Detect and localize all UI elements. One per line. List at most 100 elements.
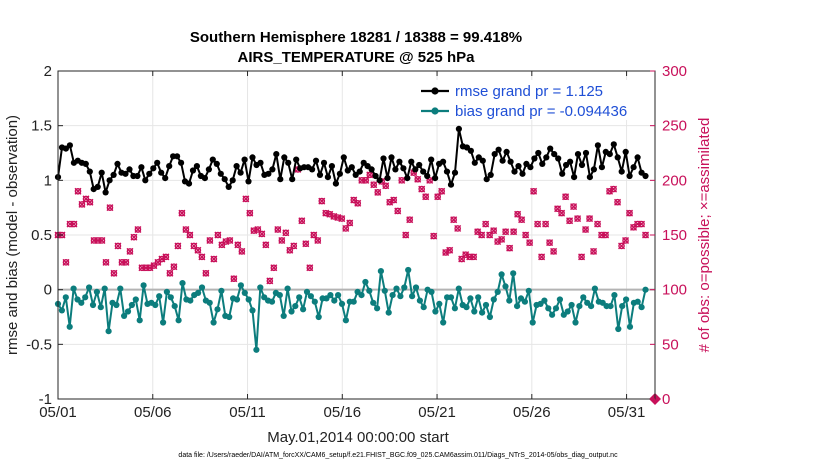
obs-marker-cross-b	[230, 275, 238, 283]
obs-marker-circle	[638, 220, 645, 228]
obs-marker-cross-b	[594, 220, 602, 228]
series-1-point	[226, 313, 233, 321]
obs-marker-circle	[366, 171, 374, 179]
obs-count-marker	[194, 246, 202, 254]
obs-marker-circle	[550, 248, 557, 255]
obs-count-marker	[550, 247, 558, 255]
obs-marker-circle	[634, 220, 641, 228]
series-1-point	[195, 289, 202, 296]
obs-marker-circle	[130, 233, 138, 241]
obs-marker-circle	[382, 182, 390, 190]
obs-marker-circle	[310, 231, 318, 239]
obs-count-marker	[318, 197, 326, 205]
obs-marker-circle	[166, 269, 174, 277]
obs-marker-cross-b	[278, 236, 286, 244]
obs-marker-cross-b	[298, 217, 306, 225]
obs-marker-cross-b	[214, 231, 222, 239]
series-1-point	[385, 309, 392, 316]
obs-marker-cross-b	[178, 209, 186, 217]
series-0-point	[138, 164, 145, 171]
obs-marker-cross-b	[622, 236, 630, 244]
obs-marker-circle	[86, 198, 94, 206]
obs-count-marker	[362, 176, 370, 184]
obs-marker-circle	[470, 253, 477, 261]
obs-marker-cross-b	[626, 209, 634, 217]
obs-count-marker	[578, 253, 586, 261]
obs-marker-cross-b	[474, 228, 482, 236]
obs-marker-cross-b	[258, 230, 266, 238]
obs-count-marker	[590, 247, 598, 255]
obs-count-marker	[434, 193, 442, 201]
obs-marker-circle	[346, 219, 354, 227]
series-0-point	[543, 154, 550, 161]
series-1-point	[471, 308, 478, 315]
obs-marker-circle	[502, 228, 509, 236]
obs-marker-cross-b	[530, 187, 538, 195]
series-0-point	[249, 154, 256, 161]
series-1-point	[611, 292, 618, 299]
obs-marker-cross-b	[618, 242, 626, 250]
series-0-point	[610, 141, 617, 148]
series-1-point	[350, 298, 357, 305]
obs-marker-cross-b	[518, 216, 526, 224]
series-1-point	[218, 287, 225, 294]
series-0-point	[134, 172, 141, 180]
obs-marker-cross-b	[534, 220, 542, 228]
series-0-point	[551, 151, 558, 158]
series-0-point	[356, 168, 363, 175]
series-1-point	[545, 305, 552, 312]
obs-marker-cross-b	[282, 229, 290, 237]
series-1-point	[140, 282, 147, 289]
obs-marker-cross-b	[226, 236, 234, 244]
series-1-point	[552, 305, 560, 312]
obs-marker-circle	[126, 248, 134, 255]
series-1-point	[619, 303, 626, 310]
y-right-tick-label-1: 50	[662, 336, 679, 353]
y-tick-label-2: 0	[44, 282, 52, 299]
y-tick-label-3: 0.5	[31, 227, 52, 244]
obs-marker-cross-b	[310, 231, 318, 239]
obs-marker-circle	[142, 264, 150, 272]
obs-marker-cross-b	[334, 214, 342, 222]
series-1-point	[607, 303, 614, 310]
legend: rmse grand pr = 1.125 bias grand pr = -0…	[412, 80, 646, 120]
series-0-point	[174, 153, 181, 160]
obs-count-marker	[574, 215, 582, 223]
obs-count-marker	[542, 220, 550, 228]
obs-marker-cross-b	[322, 209, 330, 217]
obs-marker-circle	[262, 241, 270, 249]
obs-count-marker	[126, 247, 134, 255]
obs-marker-circle	[342, 225, 350, 232]
obs-marker-cross-b	[314, 236, 322, 244]
obs-count-marker	[642, 231, 650, 239]
series-1-point	[307, 293, 314, 300]
series-1-point	[121, 312, 128, 319]
obs-marker-cross-b	[74, 187, 82, 195]
obs-count-marker	[210, 255, 218, 263]
obs-marker-circle	[350, 196, 358, 204]
y-right-tick-label-2: 100	[662, 282, 687, 299]
obs-marker-cross-b	[590, 247, 598, 255]
series-1-point	[206, 299, 213, 306]
series-1-point	[257, 284, 264, 291]
series-0-point	[578, 161, 586, 169]
obs-marker-circle	[438, 187, 445, 195]
obs-count-marker	[282, 229, 290, 237]
obs-marker-circle	[194, 247, 202, 254]
series-1-point	[401, 284, 408, 291]
obs-count-marker	[310, 231, 318, 239]
series-0-point	[336, 170, 343, 177]
series-0-point	[225, 183, 232, 190]
obs-marker-cross-b	[614, 198, 622, 206]
series-1-point	[82, 294, 89, 301]
series-1-point	[494, 288, 501, 295]
y-tick-label-0: -1	[39, 391, 52, 408]
series-0-point	[269, 166, 276, 173]
obs-count-marker	[438, 187, 446, 195]
obs-marker-cross-b	[586, 215, 594, 223]
series-0-point	[293, 156, 300, 163]
series-0-point	[166, 163, 173, 170]
series-0-point	[193, 163, 200, 170]
series-1-point	[288, 308, 295, 315]
obs-count-marker	[78, 200, 86, 208]
